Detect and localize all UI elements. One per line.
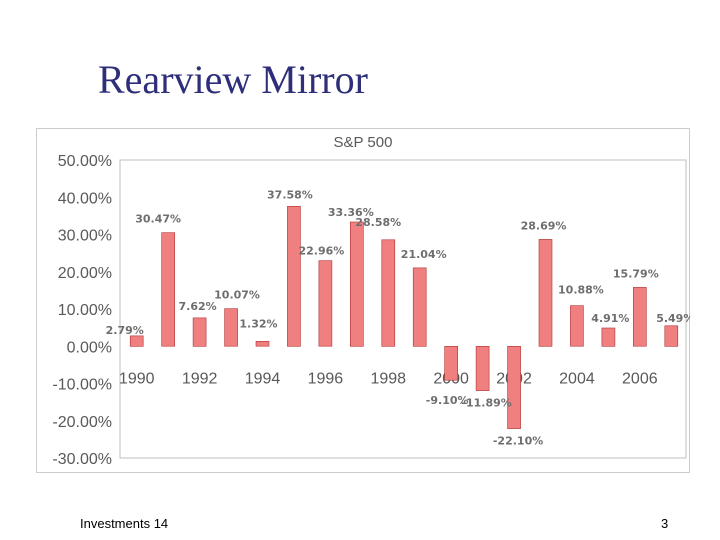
slide-title: Rearview Mirror bbox=[98, 57, 368, 102]
data-label-1990: 2.79% bbox=[106, 324, 144, 337]
data-label-2000: -9.10% bbox=[426, 394, 469, 407]
y-tick-label: 0.00% bbox=[67, 339, 112, 356]
x-tick-label: 1992 bbox=[182, 370, 218, 387]
bar-1996 bbox=[318, 260, 333, 347]
bar-2006 bbox=[632, 287, 647, 347]
bar-2000 bbox=[444, 346, 459, 381]
bar-1993 bbox=[224, 308, 238, 347]
plot-area bbox=[119, 159, 687, 459]
x-tick-label: 1996 bbox=[308, 370, 344, 387]
data-label-2002: -22.10% bbox=[493, 435, 543, 448]
bar-2003 bbox=[538, 239, 553, 347]
x-tick-label: 2006 bbox=[622, 370, 658, 387]
data-label-1998: 28.58% bbox=[355, 216, 401, 229]
y-tick-label: 10.00% bbox=[58, 302, 112, 319]
bar-1990 bbox=[129, 335, 144, 347]
x-axis-labels: 199019921994199619982000200220042006 bbox=[119, 370, 658, 387]
x-tick-label: 1990 bbox=[119, 370, 155, 387]
y-tick-label: -10.00% bbox=[52, 377, 112, 394]
bar-1999 bbox=[412, 267, 427, 347]
x-tick-label: 2004 bbox=[559, 370, 595, 387]
data-label-2004: 10.88% bbox=[558, 284, 604, 297]
data-labels: 2.79% 30.47% 7.62%10.07% 1.32% 37.58% 22.96% 3… bbox=[106, 188, 690, 447]
data-label-1996: 22.96% bbox=[298, 245, 344, 258]
bars bbox=[129, 206, 679, 429]
data-label-1991: 30.47% bbox=[135, 213, 181, 226]
data-label-1999: 21.04% bbox=[401, 248, 447, 261]
bar-1994 bbox=[255, 341, 270, 347]
y-tick-label: -20.00% bbox=[52, 414, 112, 431]
bar-1997 bbox=[349, 221, 364, 347]
data-label-2001: -11.89% bbox=[461, 397, 511, 410]
bar-2004 bbox=[570, 305, 584, 347]
y-tick-label: 40.00% bbox=[58, 190, 112, 207]
bar-2007 bbox=[664, 325, 679, 347]
data-label-1995: 37.58% bbox=[267, 188, 313, 201]
bar-1991 bbox=[161, 232, 175, 347]
data-label-1993: 10.07% bbox=[214, 289, 260, 302]
data-label-1994: 1.32% bbox=[239, 317, 277, 330]
chart-svg: S&P 500 50.00% 40.00% 30.00% 20.00% 10.00% 0.… bbox=[36, 128, 690, 473]
data-label-1997: 33.36% bbox=[328, 206, 374, 219]
bar-1992 bbox=[192, 317, 207, 347]
x-tick-label: 1998 bbox=[370, 370, 406, 387]
bar-1998 bbox=[381, 239, 396, 347]
chart-title: S&P 500 bbox=[334, 134, 393, 151]
page-number: 3 bbox=[661, 516, 669, 531]
sp500-bar-chart: S&P 500 50.00% 40.00% 30.00% 20.00% 10.00% 0.… bbox=[36, 128, 690, 473]
bar-2005 bbox=[601, 327, 616, 347]
x-tick-label: 1994 bbox=[245, 370, 281, 387]
data-label-2007: 5.49% bbox=[656, 312, 690, 325]
y-tick-label: -30.00% bbox=[52, 451, 112, 468]
y-tick-label: 20.00% bbox=[58, 265, 112, 282]
bar-2001 bbox=[475, 346, 490, 391]
y-tick-label: 50.00% bbox=[58, 153, 112, 170]
data-label-2003: 28.69% bbox=[521, 219, 567, 232]
bar-1995 bbox=[287, 206, 301, 347]
footer-course-label: Investments 14 bbox=[80, 516, 169, 531]
y-tick-label: 30.00% bbox=[58, 228, 112, 245]
bar-2002 bbox=[507, 346, 521, 429]
data-label-1992: 7.62% bbox=[179, 300, 217, 313]
data-label-2006: 15.79% bbox=[613, 267, 659, 280]
y-axis-labels: 50.00% 40.00% 30.00% 20.00% 10.00% 0.00% -10.0… bbox=[52, 153, 112, 468]
data-label-2005: 4.91% bbox=[591, 312, 629, 325]
